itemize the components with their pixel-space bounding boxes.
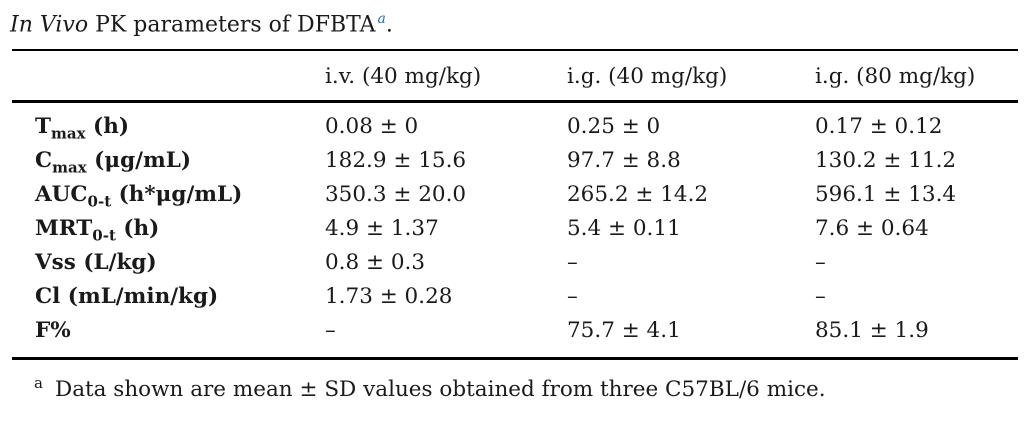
value-cell: 0.17 ± 0.12: [815, 114, 943, 140]
pk-parameters-table: i.v. (40 mg/kg) i.g. (40 mg/kg) i.g. (80 m…: [12, 49, 1018, 361]
param-label: Cl (mL/min/kg): [35, 284, 219, 310]
param-label: AUC0-t (h*μg/mL): [35, 182, 243, 211]
param-label: F%: [35, 318, 71, 344]
value-cell: 97.7 ± 8.8: [567, 148, 681, 174]
value-cell: 4.9 ± 1.37: [325, 216, 439, 242]
table-row: Tmax (h) 0.08 ± 0 0.25 ± 0 0.17 ± 0.12: [12, 102, 1018, 145]
param-label-subscript: 0-t: [92, 226, 116, 245]
value-cell: 1.73 ± 0.28: [325, 284, 453, 310]
caption-period: .: [385, 12, 393, 38]
param-label: Cmax (μg/mL): [35, 148, 191, 177]
value-cell: 0.08 ± 0: [325, 114, 419, 140]
table-row: Cmax (μg/mL) 182.9 ± 15.6 97.7 ± 8.8 130.2 …: [12, 144, 1018, 178]
dose-column-header: i.v. (40 mg/kg): [325, 64, 482, 90]
value-cell: 130.2 ± 11.2: [815, 148, 957, 174]
table-caption: In Vivo PK parameters of DFBTA a.: [10, 6, 1036, 38]
param-label-subscript: max: [51, 124, 86, 143]
value-cell: –: [567, 250, 578, 276]
value-cell: –: [815, 250, 826, 276]
table-row: Cl (mL/min/kg) 1.73 ± 0.28 – –: [12, 280, 1018, 314]
value-cell: 85.1 ± 1.9: [815, 318, 929, 344]
footnote-text: Data shown are mean ± SD values obtained…: [54, 377, 826, 403]
dose-column-header: i.g. (80 mg/kg): [815, 64, 976, 90]
table-body: Tmax (h) 0.08 ± 0 0.25 ± 0 0.17 ± 0.12 Cmax …: [12, 102, 1018, 359]
table-row: AUC0-t (h*μg/mL) 350.3 ± 20.0 265.2 ± 14.2…: [12, 178, 1018, 212]
param-label: Vss (L/kg): [35, 250, 157, 276]
table-row: Vss (L/kg) 0.8 ± 0.3 – –: [12, 246, 1018, 280]
param-column-header: [12, 50, 325, 102]
value-cell: 265.2 ± 14.2: [567, 182, 709, 208]
value-cell: –: [567, 284, 578, 310]
caption-italic-text: In Vivo: [10, 12, 89, 38]
value-cell: –: [325, 318, 336, 344]
table-row: F% – 75.7 ± 4.1 85.1 ± 1.9: [12, 314, 1018, 359]
value-cell: 350.3 ± 20.0: [325, 182, 467, 208]
value-cell: 596.1 ± 13.4: [815, 182, 957, 208]
dose-column-header: i.g. (40 mg/kg): [567, 64, 728, 90]
value-cell: 0.8 ± 0.3: [325, 250, 426, 276]
pk-table-figure: In Vivo PK parameters of DFBTA a. i.v. (4…: [0, 6, 1036, 403]
value-cell: 5.4 ± 0.11: [567, 216, 681, 242]
caption-footnote-marker[interactable]: a: [377, 11, 386, 27]
value-cell: 7.6 ± 0.64: [815, 216, 929, 242]
param-label-subscript: 0-t: [87, 192, 112, 211]
value-cell: –: [815, 284, 826, 310]
table-row: MRT0-t (h) 4.9 ± 1.37 5.4 ± 0.11 7.6 ± 0.64: [12, 212, 1018, 246]
footnote-marker: a: [34, 374, 43, 393]
value-cell: 75.7 ± 4.1: [567, 318, 681, 344]
footnote: a Data shown are mean ± SD values obtaine…: [34, 374, 1036, 403]
param-label-subscript: max: [52, 158, 87, 177]
header-row: i.v. (40 mg/kg) i.g. (40 mg/kg) i.g. (80 m…: [12, 50, 1018, 102]
value-cell: 0.25 ± 0: [567, 114, 661, 140]
value-cell: 182.9 ± 15.6: [325, 148, 467, 174]
caption-text: PK parameters of DFBTA: [88, 12, 376, 38]
param-label: MRT0-t (h): [35, 216, 160, 245]
param-label: Tmax (h): [35, 114, 130, 143]
